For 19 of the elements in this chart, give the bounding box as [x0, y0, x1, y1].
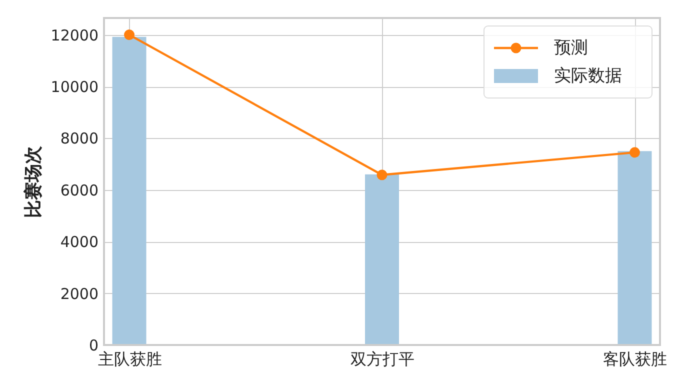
bar	[365, 174, 399, 345]
legend-label: 实际数据	[554, 66, 622, 86]
point	[124, 30, 135, 40]
x-tick-label: 双方打平	[350, 350, 414, 368]
bar	[112, 36, 146, 345]
y-tick-label: 12000	[50, 26, 98, 44]
y-tick-label: 4000	[60, 233, 98, 252]
x-tick-label: 客队获胜	[603, 350, 668, 368]
y-tick-label: 0	[88, 336, 98, 354]
y-axis-title: 比赛场次	[22, 145, 44, 218]
bar	[618, 151, 652, 345]
legend-label: 预测	[554, 38, 588, 58]
y-tick-label: 6000	[60, 181, 98, 200]
x-tick-label: 主队获胜	[98, 350, 162, 368]
y-tick-label: 10000	[50, 78, 98, 96]
y-tick-label: 8000	[60, 130, 98, 148]
point	[629, 147, 640, 158]
y-tick-label: 2000	[60, 284, 98, 303]
point	[376, 170, 388, 180]
